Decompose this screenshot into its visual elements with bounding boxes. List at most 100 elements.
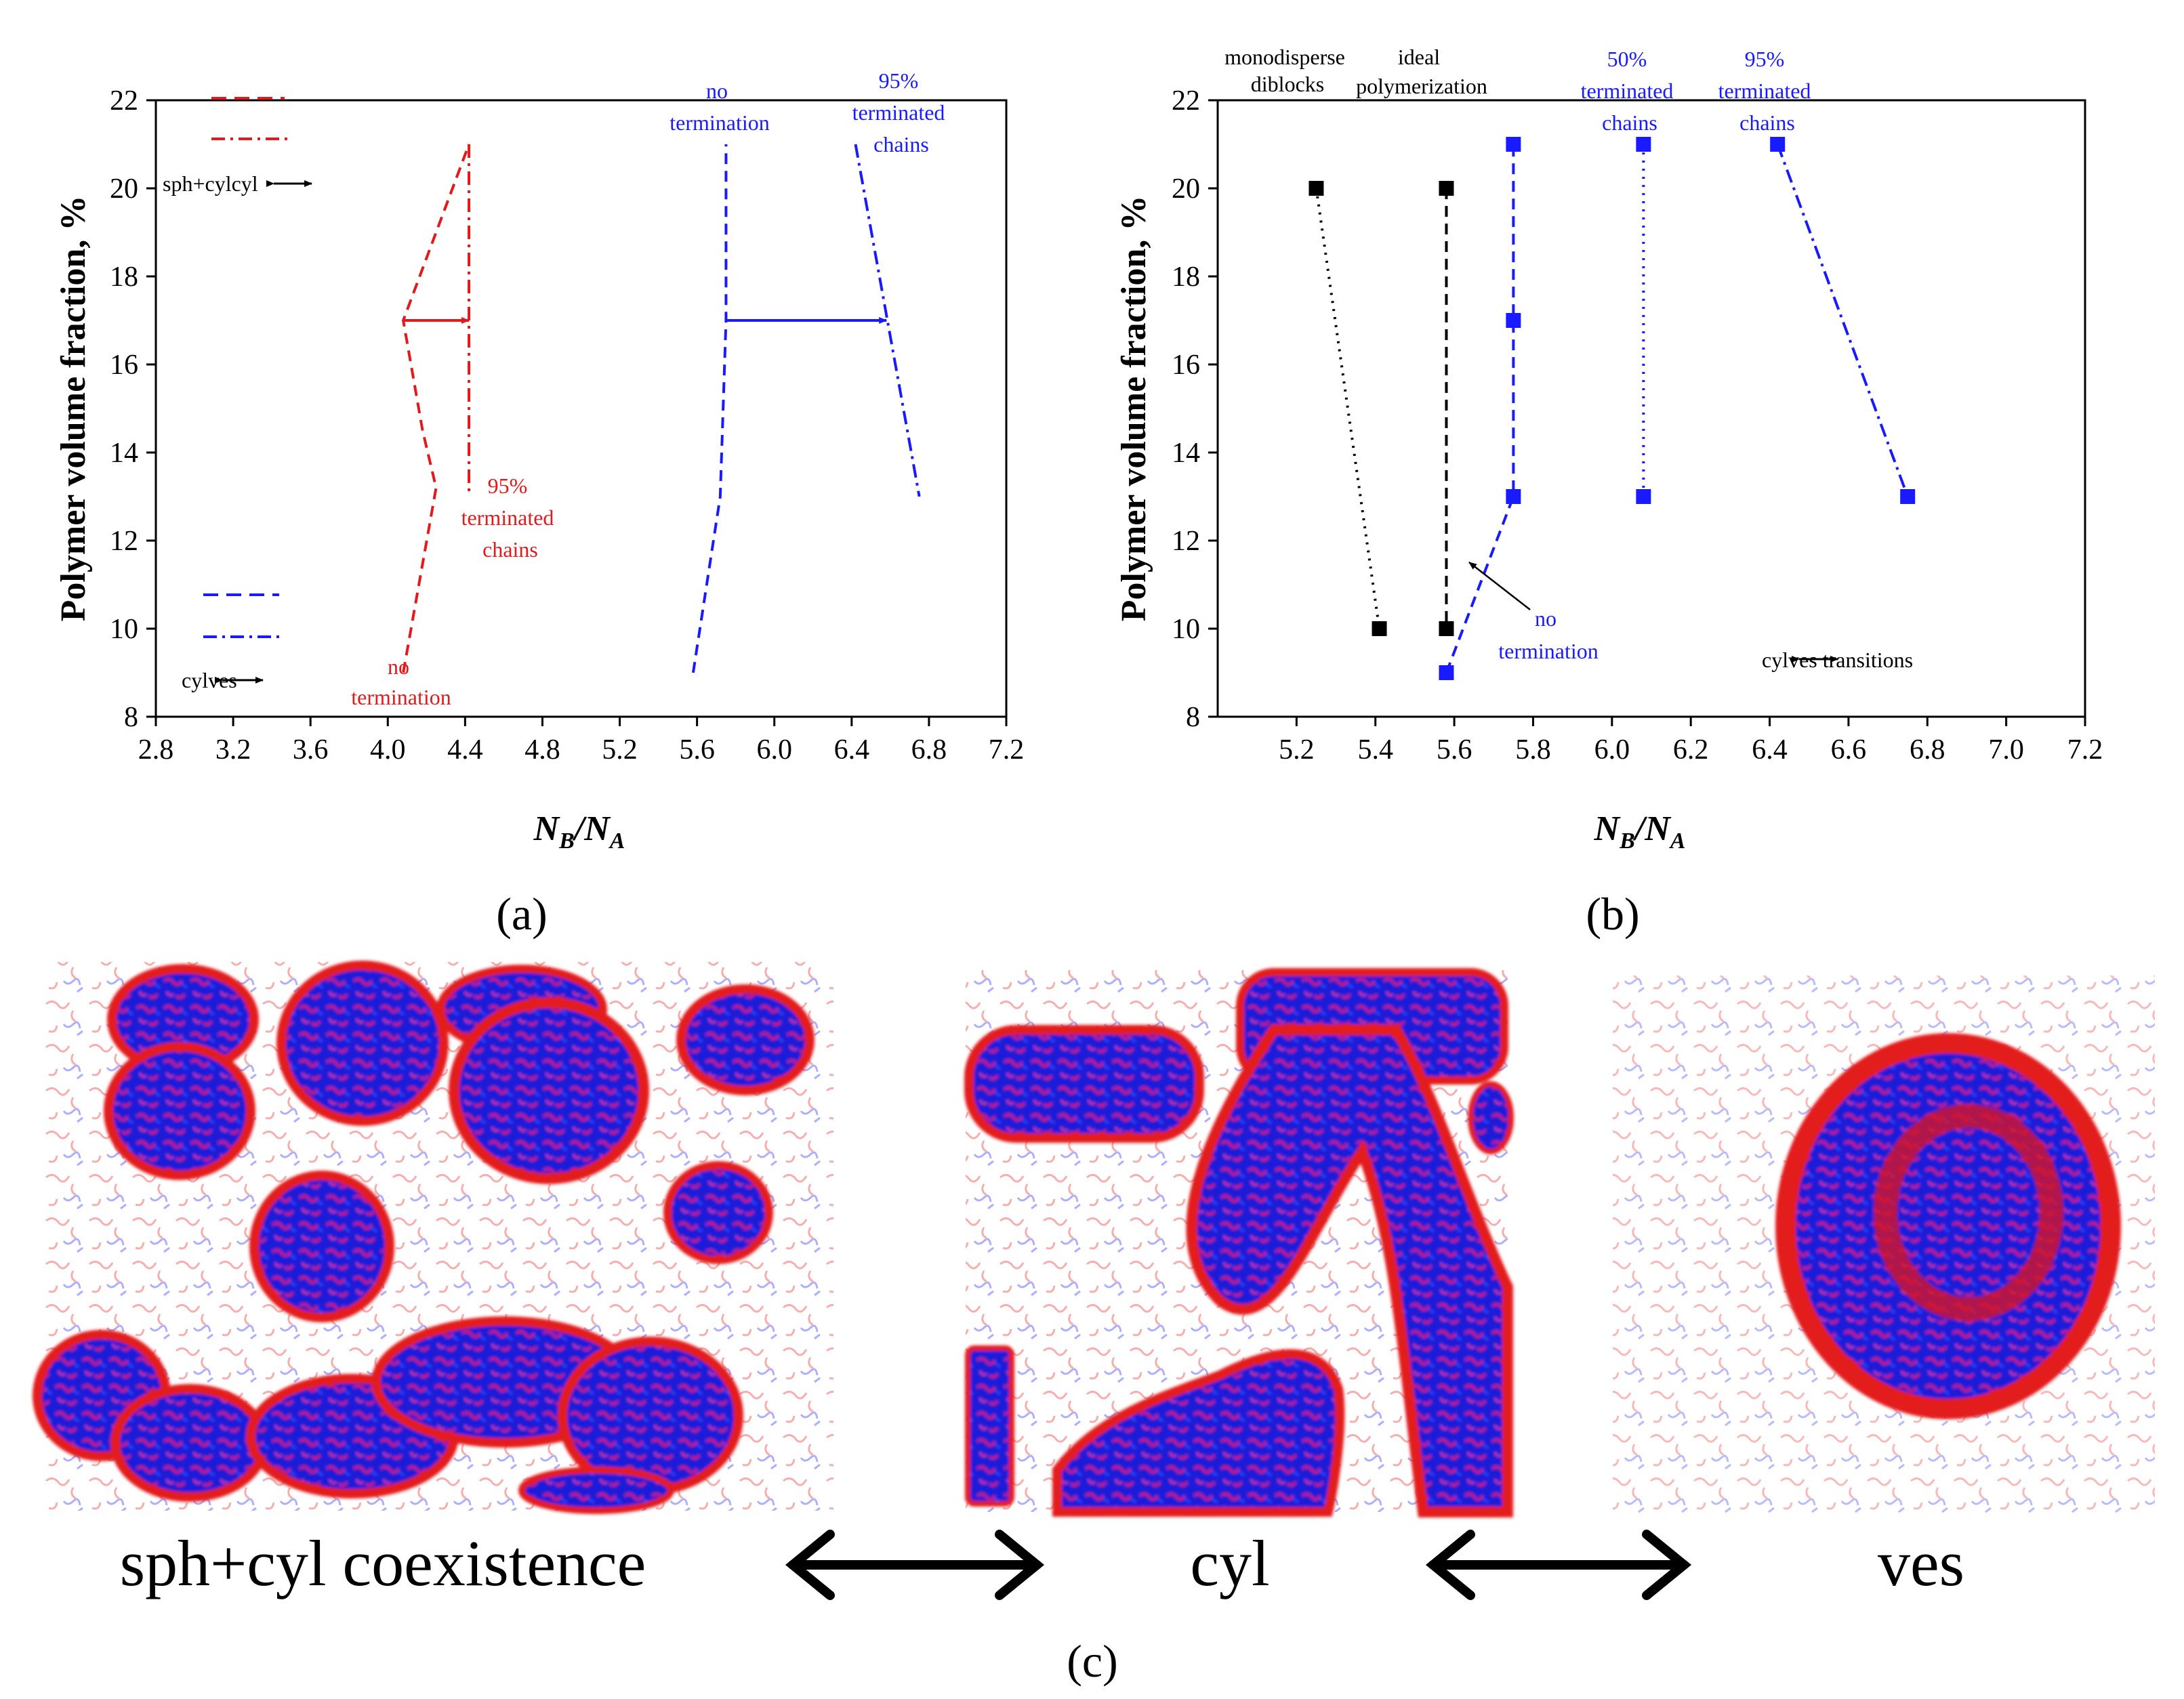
series-b-2-point xyxy=(1506,313,1521,328)
series-b-0-point xyxy=(1309,181,1324,196)
micelle xyxy=(964,1025,1204,1143)
chart-b-95-l2: terminated xyxy=(1718,79,1811,103)
series-b-2-point xyxy=(1439,665,1454,680)
chart-b-noterm-pointer xyxy=(1468,562,1531,610)
chart-b-xlabel-sub1: B xyxy=(1619,828,1635,854)
chart-b-ideal-l2: polymerization xyxy=(1356,74,1487,98)
chart-a-blue-95-l2: terminated xyxy=(852,100,945,125)
micelle xyxy=(676,984,815,1095)
chart-b-xlabel-main: N xyxy=(1594,810,1622,848)
series-b-0-line xyxy=(1315,188,1381,629)
chart-a-blue-noterm-l1: no xyxy=(706,79,728,103)
y-tick-label: 20 xyxy=(1172,173,1200,205)
chart-a-red-noterm-l1: no xyxy=(388,654,409,679)
chart-a-red-noterm-label: no termination xyxy=(351,654,451,709)
x-tick-label: 6.6 xyxy=(1831,734,1867,765)
chart-a-xlabel-sub2: A xyxy=(609,828,625,854)
x-tick-label: 7.2 xyxy=(989,734,1025,765)
x-tick-label: 4.0 xyxy=(370,734,406,765)
x-tick-label: 6.2 xyxy=(1673,734,1709,765)
x-tick-label: 6.0 xyxy=(756,734,792,765)
micelle xyxy=(518,1467,674,1514)
chart-b-mono-l2: diblocks xyxy=(1251,72,1324,96)
x-tick-label: 3.6 xyxy=(293,734,329,765)
chart-a-red-95-label: 95% terminated chains xyxy=(461,474,560,562)
x-tick-label: 4.8 xyxy=(524,734,560,765)
series-b-2-point xyxy=(1506,137,1521,152)
chart-a-xlabel-main: N xyxy=(533,810,561,848)
x-tick-label: 6.8 xyxy=(911,734,947,765)
chart-a-red-95-l3: chains xyxy=(482,537,538,562)
chart-a-red-95-l2: terminated xyxy=(461,505,554,530)
micelle xyxy=(965,1345,1014,1507)
panel-c-label: (c) xyxy=(1067,1635,1117,1687)
chart-b-ideal-label: ideal polymerization xyxy=(1356,45,1487,98)
chart-a-ylabel: Polymer volume fraction, % xyxy=(54,196,93,622)
y-tick-label: 12 xyxy=(1172,526,1200,557)
series-b-3-point xyxy=(1636,489,1651,504)
y-tick-label: 18 xyxy=(1172,261,1200,293)
chart-b-panel-label: (b) xyxy=(1586,888,1639,940)
y-tick-label: 8 xyxy=(1186,702,1200,733)
chart-b-50-l3: chains xyxy=(1602,110,1657,135)
series-b-4-line xyxy=(1776,144,1910,497)
chart-b-noterm-l1: no xyxy=(1535,606,1557,631)
x-tick-label: 3.2 xyxy=(215,734,251,765)
micelle xyxy=(1186,1024,1513,1517)
chart-a-frame xyxy=(154,99,1008,718)
y-tick-label: 10 xyxy=(110,614,138,645)
y-tick-label: 12 xyxy=(110,526,138,557)
y-tick-label: 16 xyxy=(110,350,138,381)
chart-b-95-l1: 95% xyxy=(1745,47,1785,71)
series-b-1-point xyxy=(1439,621,1454,636)
x-tick-label: 6.4 xyxy=(1752,734,1788,765)
x-tick-label: 5.2 xyxy=(602,734,638,765)
x-tick-label: 6.0 xyxy=(1594,734,1630,765)
x-tick-label: 5.6 xyxy=(1437,734,1472,765)
chart-b-axes xyxy=(1216,99,2086,718)
morphology-label-sphcyl: sph+cyl coexistence xyxy=(120,1527,646,1599)
micelle xyxy=(276,961,449,1126)
transition-arrow-2 xyxy=(1425,1530,1692,1600)
vesicle-core xyxy=(1897,1128,2040,1297)
chart-b-xlabel-sub2: A xyxy=(1669,828,1686,854)
micelle xyxy=(110,1384,269,1502)
chart-a-axes xyxy=(154,99,1008,718)
chart-a-xlabel: NB/NA xyxy=(533,810,625,854)
y-tick-label: 14 xyxy=(1172,438,1200,469)
y-tick-label: 22 xyxy=(110,85,138,117)
x-tick-label: 2.8 xyxy=(138,734,174,765)
chart-b-xlabel-sep: /N xyxy=(1632,810,1672,848)
x-tick-label: 4.4 xyxy=(447,734,483,765)
y-tick-label: 16 xyxy=(1172,350,1200,381)
transition-arrow-1 xyxy=(785,1530,1045,1600)
chart-a-yticks: 8 10 12 14 16 18 20 22 xyxy=(110,85,156,733)
chart-b-50-l1: 50% xyxy=(1607,47,1647,71)
chart-b-95-label: 95% terminated chains xyxy=(1718,47,1817,135)
chart-b-series xyxy=(1309,137,1916,680)
y-tick-label: 8 xyxy=(124,702,138,733)
chart-a-blue-95-l1: 95% xyxy=(879,68,919,93)
snapshot-cyl xyxy=(964,968,1514,1517)
x-tick-label: 7.0 xyxy=(1988,734,2024,765)
x-tick-label: 5.6 xyxy=(679,734,715,765)
micelle xyxy=(663,1161,773,1264)
y-tick-label: 10 xyxy=(1172,614,1200,645)
y-tick-label: 20 xyxy=(110,173,138,205)
series-a-2-line xyxy=(691,144,728,673)
series-b-4-point xyxy=(1900,489,1916,504)
chart-b: 5.2 5.4 5.6 5.8 6.0 6.2 6.4 6.6 6.8 7.0 7.2 8 10 12 1… xyxy=(1115,45,2103,940)
legend-a-cylves-left: cyl xyxy=(182,668,208,692)
chart-b-noterm-label: no termination xyxy=(1498,606,1599,663)
series-b-3-point xyxy=(1636,137,1651,152)
chart-a-panel-label: (a) xyxy=(496,888,547,940)
chart-a-blue-95-label: 95% terminated chains xyxy=(852,68,951,156)
chart-a-xlabel-sep: /N xyxy=(572,810,611,848)
series-b-2-line xyxy=(1445,144,1515,673)
snapshot-sphcyl-micelles xyxy=(33,961,815,1514)
x-tick-label: 7.2 xyxy=(2067,734,2103,765)
series-a-0-line xyxy=(402,144,470,673)
chart-b-mono-label: monodisperse diblocks xyxy=(1224,45,1351,96)
snapshot-ves xyxy=(1613,976,2155,1517)
